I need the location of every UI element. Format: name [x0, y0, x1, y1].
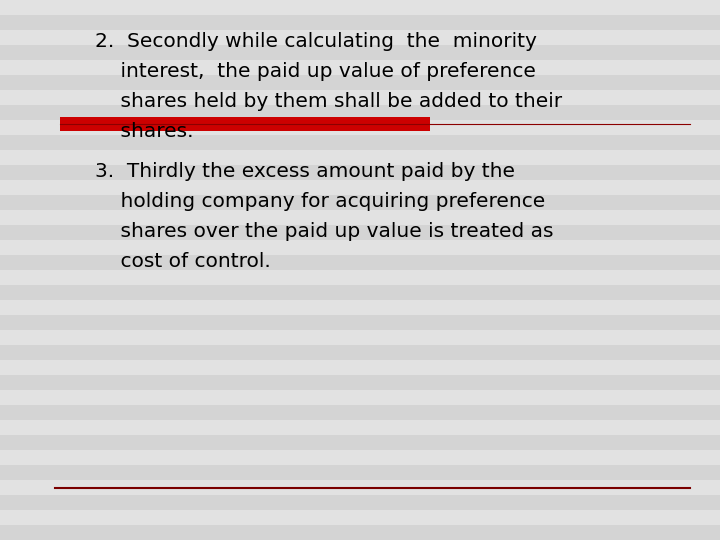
- Bar: [0, 255, 720, 270]
- Bar: [0, 345, 720, 360]
- Bar: [0, 480, 720, 495]
- Bar: [0, 495, 720, 510]
- Bar: [60, 117, 430, 131]
- Bar: [0, 105, 720, 120]
- Bar: [0, 405, 720, 420]
- Text: shares held by them shall be added to their: shares held by them shall be added to th…: [95, 92, 562, 111]
- Bar: [0, 195, 720, 210]
- Bar: [0, 435, 720, 450]
- Bar: [0, 0, 720, 15]
- Bar: [0, 150, 720, 165]
- Bar: [0, 390, 720, 405]
- Bar: [0, 90, 720, 105]
- Bar: [0, 180, 720, 195]
- Bar: [0, 15, 720, 30]
- Text: cost of control.: cost of control.: [95, 252, 271, 271]
- Bar: [0, 225, 720, 240]
- Bar: [0, 135, 720, 150]
- Text: 3.  Thirdly the excess amount paid by the: 3. Thirdly the excess amount paid by the: [95, 162, 515, 181]
- Bar: [0, 450, 720, 465]
- Bar: [0, 375, 720, 390]
- Bar: [0, 210, 720, 225]
- Bar: [0, 360, 720, 375]
- Bar: [0, 60, 720, 75]
- Bar: [0, 285, 720, 300]
- Text: shares over the paid up value is treated as: shares over the paid up value is treated…: [95, 222, 554, 241]
- Bar: [0, 525, 720, 540]
- Bar: [0, 45, 720, 60]
- Bar: [0, 165, 720, 180]
- Bar: [0, 300, 720, 315]
- Text: shares.: shares.: [95, 122, 194, 141]
- Bar: [0, 330, 720, 345]
- Bar: [0, 30, 720, 45]
- Bar: [0, 465, 720, 480]
- Bar: [0, 420, 720, 435]
- Bar: [0, 270, 720, 285]
- Text: 2.  Secondly while calculating  the  minority: 2. Secondly while calculating the minori…: [95, 32, 537, 51]
- Bar: [0, 120, 720, 135]
- Bar: [0, 315, 720, 330]
- Text: holding company for acquiring preference: holding company for acquiring preference: [95, 192, 545, 211]
- Text: interest,  the paid up value of preference: interest, the paid up value of preferenc…: [95, 62, 536, 81]
- Bar: [0, 240, 720, 255]
- Bar: [0, 75, 720, 90]
- Bar: [0, 510, 720, 525]
